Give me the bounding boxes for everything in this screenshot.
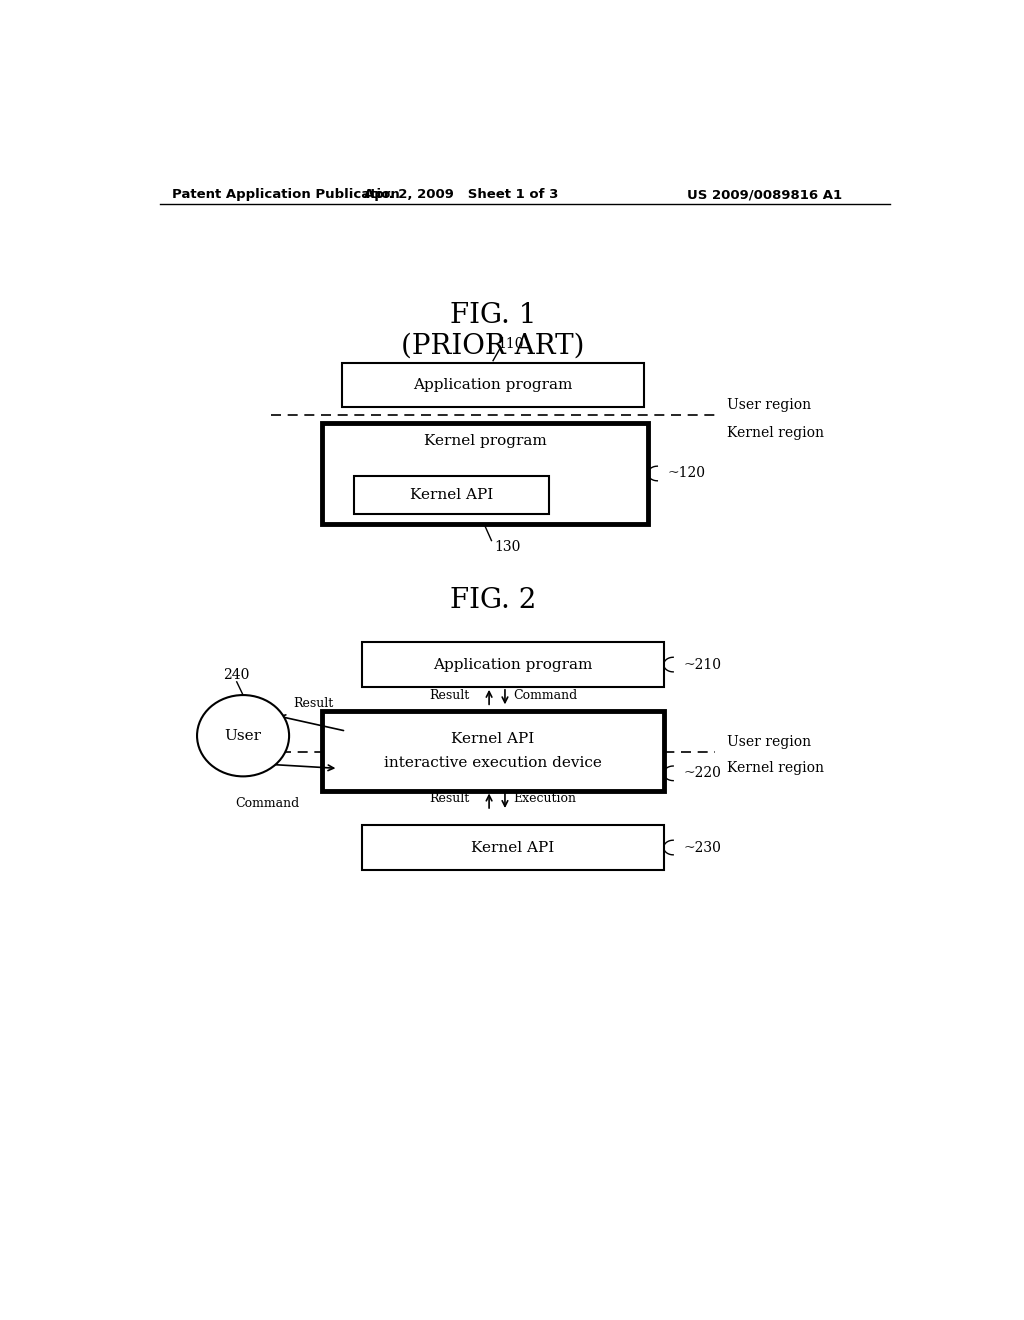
Text: US 2009/0089816 A1: US 2009/0089816 A1 — [687, 189, 842, 202]
Bar — [323, 422, 648, 524]
Text: interactive execution device: interactive execution device — [384, 756, 602, 770]
Text: Result: Result — [293, 697, 334, 710]
Text: Command: Command — [513, 689, 578, 701]
Text: FIG. 2: FIG. 2 — [450, 587, 537, 614]
Text: Kernel region: Kernel region — [727, 762, 824, 775]
Text: Result: Result — [429, 792, 469, 805]
Ellipse shape — [197, 696, 289, 776]
Bar — [362, 825, 664, 870]
Text: FIG. 1: FIG. 1 — [450, 302, 537, 330]
Text: ~210: ~210 — [684, 657, 722, 672]
Text: 130: 130 — [495, 540, 521, 553]
Text: Kernel API: Kernel API — [452, 731, 535, 746]
Text: User region: User region — [727, 399, 811, 412]
Text: Apr. 2, 2009   Sheet 1 of 3: Apr. 2, 2009 Sheet 1 of 3 — [365, 189, 558, 202]
Text: Kernel program: Kernel program — [424, 434, 547, 447]
Bar — [362, 643, 664, 686]
Text: Application program: Application program — [414, 378, 572, 392]
Text: ~230: ~230 — [684, 841, 721, 854]
Text: Command: Command — [236, 797, 299, 809]
Bar — [342, 363, 644, 408]
Text: Patent Application Publication: Patent Application Publication — [172, 189, 399, 202]
Text: Application program: Application program — [433, 657, 593, 672]
Text: Kernel API: Kernel API — [471, 841, 555, 854]
Text: Execution: Execution — [513, 792, 575, 805]
Text: Kernel region: Kernel region — [727, 426, 824, 440]
Bar — [323, 711, 664, 791]
Text: Kernel API: Kernel API — [410, 488, 493, 502]
Text: (PRIOR ART): (PRIOR ART) — [401, 333, 585, 360]
Bar — [354, 475, 549, 515]
Text: 110: 110 — [497, 338, 523, 351]
Text: User: User — [224, 729, 261, 743]
Text: Result: Result — [429, 689, 469, 701]
Text: ~220: ~220 — [684, 767, 721, 780]
Text: User region: User region — [727, 735, 811, 748]
Text: 240: 240 — [223, 668, 250, 681]
Text: ~120: ~120 — [668, 466, 706, 480]
